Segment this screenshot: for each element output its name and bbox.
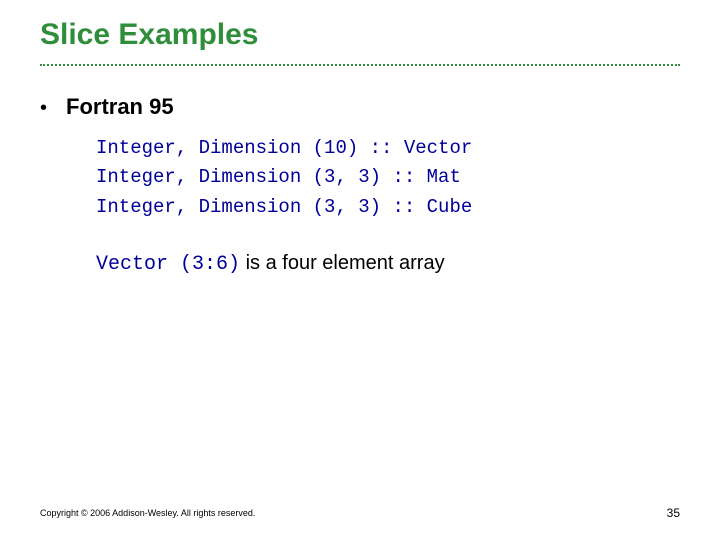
- code-block: Integer, Dimension (10) :: Vector Intege…: [96, 134, 680, 222]
- page-number: 35: [667, 506, 680, 520]
- code-line: Integer, Dimension (3, 3) :: Cube: [96, 196, 472, 218]
- footer-copyright: Copyright © 2006 Addison-Wesley. All rig…: [40, 508, 255, 518]
- bullet-marker: •: [40, 98, 66, 118]
- bullet-item: • Fortran 95: [40, 94, 680, 120]
- note-line: Vector (3:6) is a four element array: [96, 252, 680, 276]
- title-divider: [40, 64, 680, 66]
- slide-title: Slice Examples: [40, 18, 680, 52]
- code-line: Integer, Dimension (3, 3) :: Mat: [96, 166, 461, 188]
- note-code: Vector (3:6): [96, 253, 240, 276]
- slide: Slice Examples • Fortran 95 Integer, Dim…: [0, 0, 720, 540]
- bullet-text: Fortran 95: [66, 94, 174, 120]
- code-line: Integer, Dimension (10) :: Vector: [96, 137, 472, 159]
- note-text: is a four element array: [240, 252, 445, 274]
